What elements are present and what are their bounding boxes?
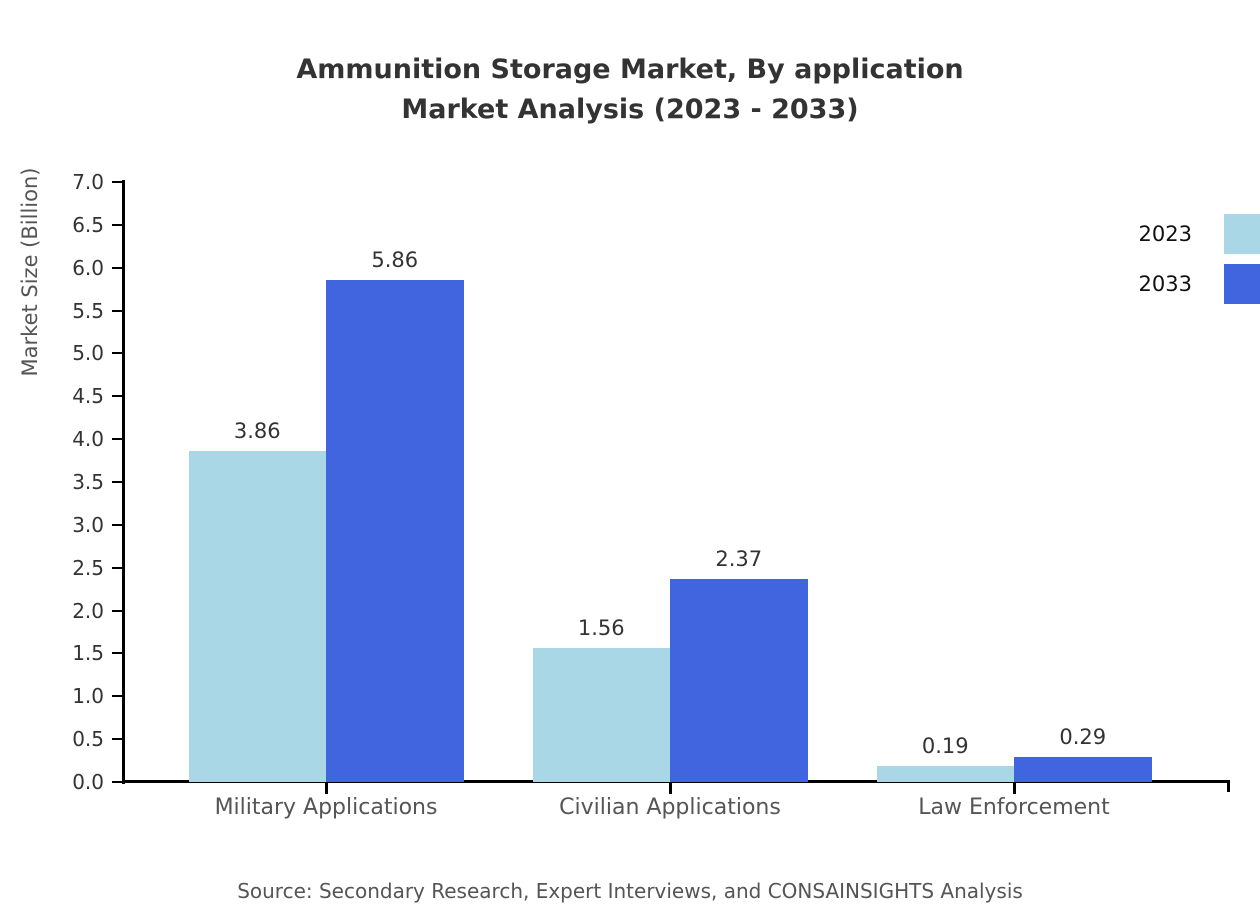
y-axis-tick-label: 5.5 — [72, 298, 104, 323]
bar-value-label: 3.86 — [233, 419, 281, 444]
y-axis-tick — [112, 523, 122, 526]
x-axis-category-label: Military Applications — [214, 795, 438, 820]
bar[interactable] — [326, 279, 464, 782]
bar[interactable] — [188, 451, 326, 782]
y-axis-tick — [112, 738, 122, 741]
legend-color-swatch — [1224, 214, 1260, 254]
y-axis-tick-label: 6.0 — [72, 255, 104, 280]
x-axis-category-label: Law Enforcement — [918, 795, 1110, 820]
y-axis-tick — [112, 352, 122, 355]
y-axis-tick — [112, 695, 122, 698]
legend-item-label: 2033 — [1138, 272, 1192, 296]
bar-value-label: 0.19 — [921, 733, 969, 758]
y-axis-tick-label: 0.5 — [72, 727, 104, 752]
bar-value-label: 2.37 — [715, 546, 763, 571]
legend-color-swatch — [1224, 264, 1260, 304]
chart-legend: 2023 2033 — [1100, 214, 1260, 306]
x-axis-tick — [1013, 783, 1016, 794]
y-axis-title: Market Size (Billion) — [18, 167, 42, 377]
y-axis-tick — [112, 652, 122, 655]
y-axis-tick-label: 1.0 — [72, 684, 104, 709]
x-axis-tick — [325, 783, 328, 794]
y-axis-tick-label: 7.0 — [72, 170, 104, 194]
chart-title-line1: Ammunition Storage Market, By applicatio… — [296, 54, 964, 85]
x-axis-end-tick — [1227, 780, 1230, 792]
bar[interactable] — [876, 765, 1014, 782]
y-axis-tick-label: 5.0 — [72, 341, 104, 366]
chart-title-line2: Market Analysis (2023 - 2033) — [401, 94, 859, 125]
plot-area: 3.86 5.86 1.56 2.37 0.19 0.29 — [124, 182, 1230, 782]
legend-item[interactable]: 2023 — [1100, 214, 1260, 254]
legend-item-label: 2023 — [1138, 222, 1192, 246]
y-axis-tick — [112, 181, 122, 183]
y-axis-tick — [112, 481, 122, 483]
bar-value-label: 0.29 — [1059, 725, 1107, 750]
y-axis-tick-label: 4.5 — [72, 384, 104, 409]
y-axis-tick — [112, 566, 122, 569]
y-axis-tick-label: 1.5 — [72, 641, 104, 666]
y-axis-tick-label: 0.0 — [72, 770, 104, 794]
legend-item[interactable]: 2033 — [1100, 264, 1260, 304]
y-axis-tick-label: 2.0 — [72, 598, 104, 623]
y-axis-tick — [112, 781, 122, 783]
y-axis-tick-label: 6.5 — [72, 212, 104, 237]
y-axis-tick — [112, 438, 122, 441]
y-axis-tick-label: 4.0 — [72, 427, 104, 452]
x-axis-category-label: Civilian Applications — [559, 795, 781, 820]
y-axis-tick-label: 2.5 — [72, 555, 104, 580]
y-axis-tick-label: 3.5 — [72, 470, 104, 494]
y-axis-tick-label: 3.0 — [72, 512, 104, 537]
bar[interactable] — [1014, 757, 1152, 782]
bar-value-label: 1.56 — [577, 616, 625, 641]
bar-value-label: 5.86 — [371, 247, 419, 272]
y-axis-tick — [112, 309, 122, 312]
source-note: Source: Secondary Research, Expert Inter… — [237, 879, 1023, 903]
chart-title: Ammunition Storage Market, By applicatio… — [0, 50, 1260, 130]
y-axis-tick — [112, 609, 122, 612]
bar[interactable] — [670, 578, 808, 782]
y-axis-tick — [112, 266, 122, 269]
y-axis-line — [122, 180, 125, 784]
y-axis-tick — [112, 223, 122, 226]
bar[interactable] — [532, 648, 670, 782]
y-axis-tick — [112, 395, 122, 398]
x-axis-tick — [669, 783, 672, 794]
